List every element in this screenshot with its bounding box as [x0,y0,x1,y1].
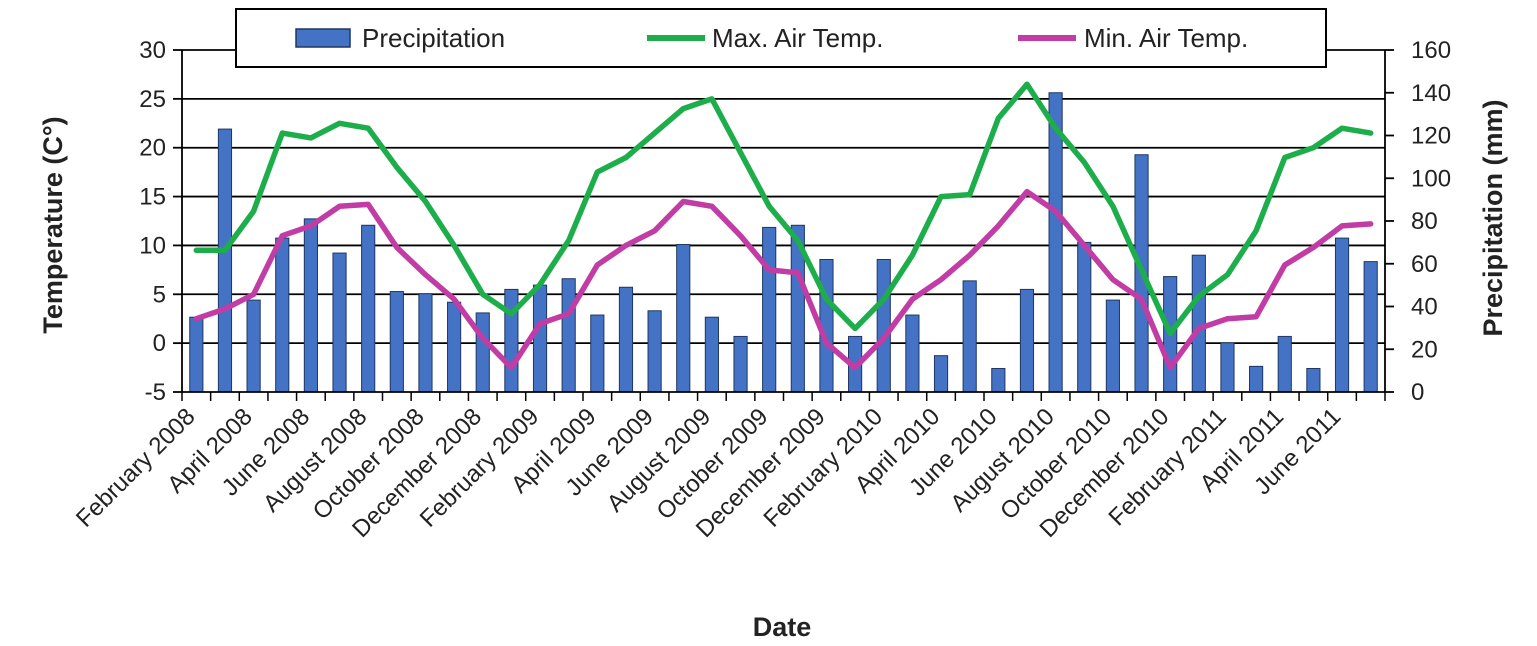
precipitation-bar [905,314,920,393]
x-axis-title: Date [753,612,812,642]
precipitation-bar [876,258,891,393]
legend: Precipitation Max. Air Temp. Min. Air Te… [235,8,1327,68]
precipitation-bar [618,286,634,393]
precipitation-bar [303,218,318,393]
precipitation-bar [1363,261,1378,393]
precipitation-bar [361,224,376,393]
precipitation-bar [933,355,949,393]
y-axis-left-title: Temperature (C°) [38,116,68,333]
precipitation-bar [475,312,490,393]
precipitation-bar [532,284,548,393]
precipitation-bar [647,310,662,393]
precipitation-bar [1249,365,1264,393]
legend-box [235,8,1327,68]
precipitation-bar [1191,254,1206,393]
precipitation-bar [389,291,404,393]
precipitation-bar [217,128,233,393]
legend-max-temp-label: Max. Air Temp. [712,23,883,53]
y-right-tick-label: 0 [1411,379,1424,406]
y-left-tick-label: 10 [139,232,166,259]
precipitation-bar [275,237,290,393]
precipitation-bar [447,301,462,393]
legend-precipitation-swatch [295,28,351,48]
min-air-temp-line [193,188,1374,371]
precipitation-bar [1019,288,1035,393]
y-right-tick-label: 60 [1411,251,1438,278]
precipitation-bar [1220,342,1235,393]
y-right-tick-label: 20 [1411,336,1438,363]
precipitation-bar [676,244,691,393]
y-right-tick-label: 120 [1411,123,1451,150]
y-right-tick-label: 160 [1411,37,1451,64]
legend-min-temp-label: Min. Air Temp. [1084,23,1248,53]
y-left-tick-label: 0 [153,330,166,357]
precipitation-bar [1306,367,1321,393]
y-left-tick-label: 30 [139,37,166,64]
precipitation-bar [418,293,433,393]
precipitation-bar [991,367,1006,393]
y-right-tick-label: 100 [1411,165,1451,192]
precipitation-bar [332,252,347,393]
y-axis-right-title: Precipitation (mm) [1478,99,1508,336]
y-right-tick-label: 140 [1411,80,1451,107]
y-right-tick-label: 40 [1411,294,1438,321]
precipitation-bars [189,92,1378,393]
legend-precipitation-label: Precipitation [362,23,505,53]
y-left-tick-label: -5 [145,379,166,406]
precipitation-bar [590,314,605,393]
y-left-tick-label: 20 [139,135,166,162]
precipitation-bar [189,316,204,393]
precipitation-bar [561,278,576,393]
y-left-tick-label: 15 [139,184,166,211]
precipitation-bar [1077,241,1092,393]
y-left-tick-label: 5 [153,281,166,308]
y-left-tick-label: 25 [139,86,166,113]
precipitation-bar [1334,237,1350,393]
max-air-temp-line [193,81,1374,337]
precipitation-bar [704,316,719,393]
precipitation-bar [246,299,261,393]
precipitation-bar [504,288,519,393]
temperature-lines [193,81,1374,371]
precipitation-bar [1277,335,1292,393]
precipitation-bar [733,335,748,393]
precipitation-bar [1105,299,1120,393]
y-right-tick-label: 80 [1411,208,1438,235]
precipitation-bar [962,280,977,393]
precipitation-bar [762,226,777,393]
